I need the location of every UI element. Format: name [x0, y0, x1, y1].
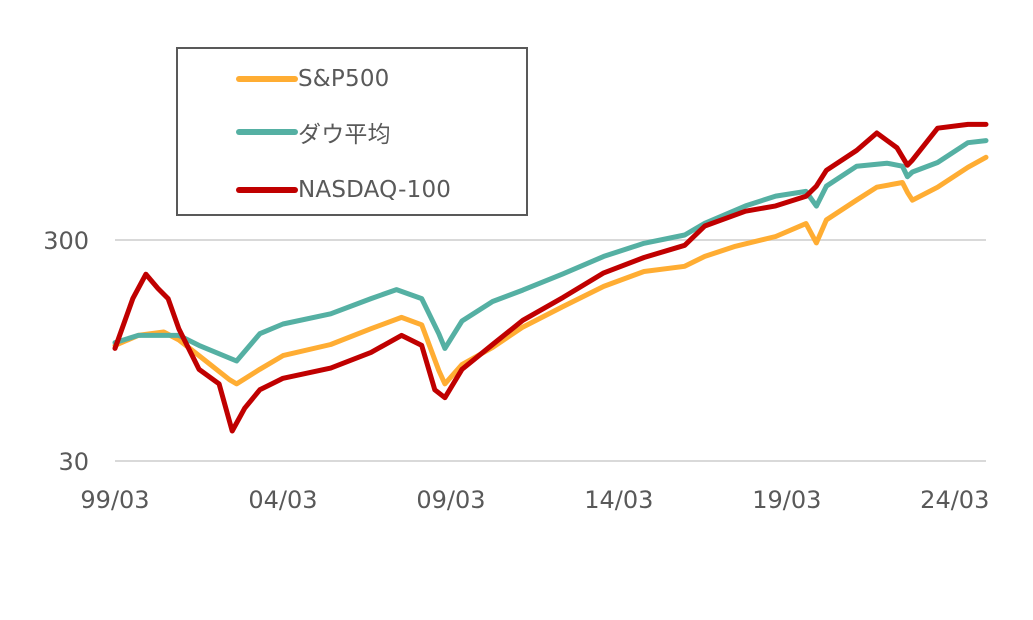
x-tick-label: 99/03 — [80, 486, 149, 514]
legend-label: ダウ平均 — [298, 122, 391, 148]
x-tick-label: 04/03 — [248, 486, 317, 514]
y-tick-label: 30 — [58, 448, 89, 476]
legend-item-nasdaq100: NASDAQ-100 — [236, 175, 451, 205]
legend-item-sp500: S&P500 — [236, 64, 390, 94]
legend-item-dow: ダウ平均 — [236, 117, 391, 148]
y-axis-ticks: 30 300 — [43, 227, 89, 476]
series-line-0 — [112, 154, 989, 387]
x-axis-ticks: 99/03 04/03 09/03 14/03 19/03 24/03 — [80, 486, 989, 514]
y-tick-label: 300 — [43, 227, 89, 255]
legend-label: S&P500 — [298, 66, 390, 92]
x-tick-label: 19/03 — [752, 486, 821, 514]
legend-swatch-dow — [236, 129, 298, 135]
series-line-1 — [112, 138, 989, 364]
legend-swatch-nasdaq100 — [236, 187, 298, 193]
legend-swatch-sp500 — [236, 76, 298, 82]
x-tick-label: 09/03 — [416, 486, 485, 514]
series-line-2 — [112, 121, 989, 434]
legend: S&P500 ダウ平均 NASDAQ-100 — [176, 47, 528, 216]
legend-label: NASDAQ-100 — [298, 177, 452, 203]
gridlines — [115, 239, 986, 462]
x-tick-label: 24/03 — [920, 486, 989, 514]
x-tick-label: 14/03 — [584, 486, 653, 514]
series-lines — [112, 121, 989, 434]
